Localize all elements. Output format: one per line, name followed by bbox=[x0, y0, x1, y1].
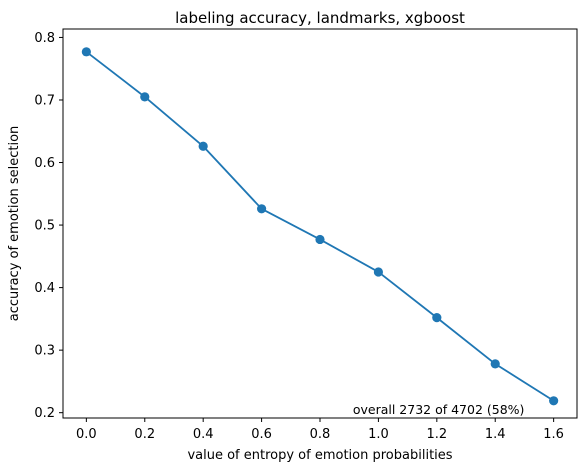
x-tick-label: 0.2 bbox=[134, 427, 155, 442]
plot-frame bbox=[62, 28, 578, 419]
data-point bbox=[490, 359, 500, 369]
y-tick-label: 0.4 bbox=[34, 281, 55, 296]
data-point bbox=[549, 396, 559, 406]
y-axis-ticks: 0.2 0.3 0.4 0.5 0.6 0.7 0.8 bbox=[34, 31, 63, 421]
y-tick-label: 0.8 bbox=[34, 31, 55, 46]
x-tick-label: 1.0 bbox=[368, 427, 389, 442]
data-point bbox=[256, 204, 267, 214]
x-tick-label: 1.4 bbox=[485, 427, 506, 442]
y-tick-label: 0.2 bbox=[34, 406, 55, 421]
data-point bbox=[81, 47, 91, 57]
x-axis-label: value of entropy of emotion probabilitie… bbox=[187, 448, 452, 463]
data-point bbox=[140, 92, 150, 102]
x-tick-label: 1.6 bbox=[543, 427, 564, 442]
x-tick-label: 0.0 bbox=[76, 427, 97, 442]
x-tick-label: 1.2 bbox=[426, 427, 447, 442]
y-tick-label: 0.5 bbox=[34, 219, 55, 234]
x-axis-ticks: 0.0 0.2 0.4 0.6 0.8 1.0 1.2 1.4 1.6 bbox=[76, 418, 564, 442]
chart-title: labeling accuracy, landmarks, xgboost bbox=[175, 9, 465, 27]
y-tick-label: 0.7 bbox=[34, 93, 55, 108]
plot-area bbox=[81, 47, 559, 406]
y-tick-label: 0.6 bbox=[34, 156, 55, 171]
data-point bbox=[432, 313, 442, 323]
overall-annotation: overall 2732 of 4702 (58%) bbox=[353, 402, 525, 417]
x-tick-label: 0.6 bbox=[251, 427, 272, 442]
y-axis-label: accuracy of emotion selection bbox=[7, 126, 22, 322]
data-point bbox=[198, 141, 208, 151]
data-point bbox=[373, 267, 384, 277]
x-tick-label: 0.4 bbox=[193, 427, 214, 442]
y-tick-label: 0.3 bbox=[34, 344, 55, 359]
x-tick-label: 0.8 bbox=[310, 427, 331, 442]
data-point bbox=[315, 234, 325, 245]
